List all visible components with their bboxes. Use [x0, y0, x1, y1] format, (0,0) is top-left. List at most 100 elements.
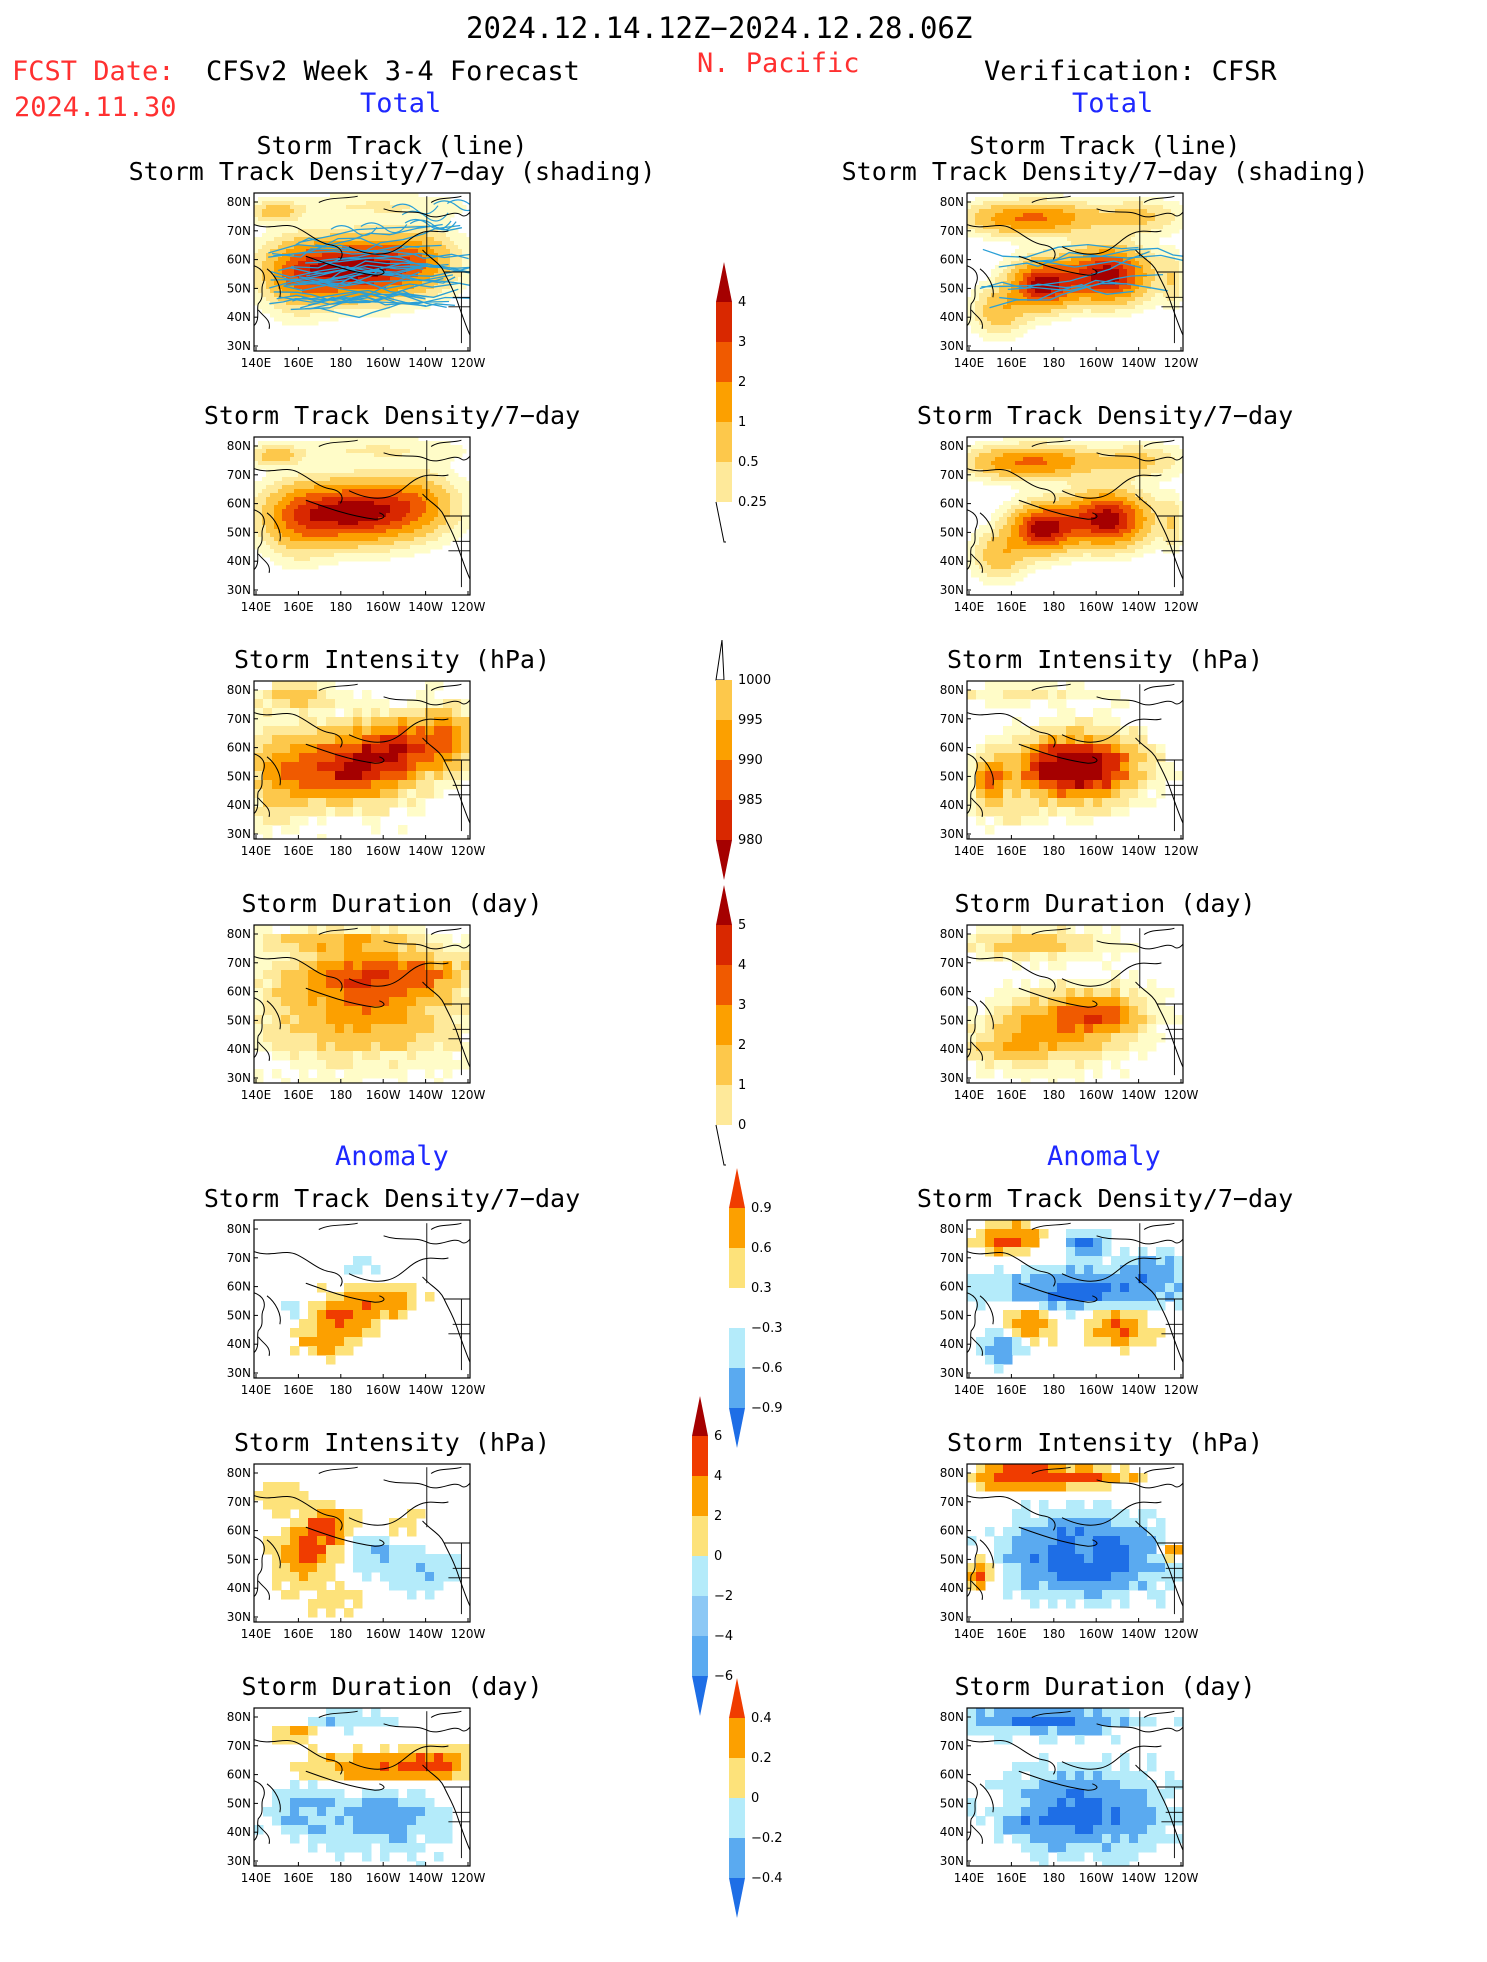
lon-tick-label: 160E	[283, 1871, 314, 1885]
lon-tick-label: 140E	[954, 1088, 985, 1102]
lon-tick-label: 120W	[451, 1383, 486, 1397]
panel-title-intensity-anom-left: Storm Intensity (hPa)	[192, 1430, 592, 1455]
colorbar-segment	[716, 760, 732, 800]
lon-tick-label: 120W	[451, 1627, 486, 1641]
lat-tick-label: 80N	[940, 1710, 964, 1724]
lat-tick-label: 70N	[227, 1251, 251, 1265]
lon-tick-label: 140E	[241, 1088, 272, 1102]
lon-tick-label: 140E	[241, 1871, 272, 1885]
colorbar-segment	[716, 925, 732, 965]
lat-tick-label: 60N	[227, 1768, 251, 1782]
lat-tick-label: 40N	[227, 1581, 251, 1595]
colorbar-tick-label: 0.6	[751, 1241, 772, 1256]
lon-tick-label: 140E	[241, 600, 272, 614]
colorbar-segment	[716, 885, 732, 925]
colorbar-tick-label: −0.3	[751, 1321, 783, 1336]
colorbar-segment	[716, 840, 732, 880]
total-label-left: Total	[360, 90, 441, 117]
lon-tick-label: 120W	[1164, 1088, 1199, 1102]
lon-tick-label: 140E	[241, 844, 272, 858]
lat-tick-label: 30N	[940, 1854, 964, 1868]
colorbar-segment	[716, 262, 732, 302]
lon-tick-label: 160E	[996, 600, 1027, 614]
colorbar-segment	[729, 1758, 745, 1798]
lat-tick-label: 80N	[227, 683, 251, 697]
lon-tick-label: 140E	[954, 1627, 985, 1641]
lon-tick-label: 180	[1042, 1871, 1065, 1885]
panel-title-density-right: Storm Track Density/7−day	[905, 403, 1305, 428]
colorbar-tick-label: 980	[738, 833, 763, 848]
lat-tick-label: 40N	[940, 1581, 964, 1595]
lon-tick-label: 160W	[366, 1088, 401, 1102]
lon-tick-label: 120W	[451, 600, 486, 614]
lon-tick-label: 140W	[1121, 1871, 1156, 1885]
lat-tick-label: 50N	[940, 1552, 964, 1566]
lon-tick-label: 140W	[1121, 1088, 1156, 1102]
colorbar-segment	[729, 1248, 745, 1288]
colorbar-tick-label: 4	[714, 1469, 722, 1484]
colorbar-tick-label: 0	[714, 1549, 722, 1564]
lon-tick-label: 160W	[1079, 356, 1114, 370]
lon-tick-label: 160W	[1079, 1871, 1114, 1885]
panel-title-density-anom-left: Storm Track Density/7−day	[192, 1186, 592, 1211]
lat-tick-label: 70N	[940, 1495, 964, 1509]
lat-tick-label: 60N	[940, 497, 964, 511]
colorbar-segment	[716, 1005, 732, 1045]
lat-tick-label: 80N	[227, 195, 251, 209]
lon-tick-label: 180	[1042, 844, 1065, 858]
colorbar-segment	[692, 1596, 708, 1636]
colorbar-tick-label: 3	[738, 335, 746, 350]
lat-tick-label: 30N	[940, 1071, 964, 1085]
lon-tick-label: 140W	[1121, 844, 1156, 858]
colorbar-segment	[716, 1045, 732, 1085]
colorbar-tick-label: 990	[738, 753, 763, 768]
lon-tick-label: 160E	[283, 844, 314, 858]
lon-tick-label: 140W	[1121, 600, 1156, 614]
lat-tick-label: 60N	[940, 1768, 964, 1782]
lon-tick-label: 120W	[451, 844, 486, 858]
colorbar-tick-label: 995	[738, 713, 763, 728]
lat-tick-label: 60N	[227, 985, 251, 999]
lon-tick-label: 160E	[996, 356, 1027, 370]
colorbar-segment	[692, 1556, 708, 1596]
lon-tick-label: 180	[329, 1088, 352, 1102]
lat-tick-label: 30N	[227, 1366, 251, 1380]
lon-tick-label: 180	[329, 356, 352, 370]
lat-tick-label: 70N	[940, 712, 964, 726]
model-title: CFSv2 Week 3-4 Forecast	[206, 58, 580, 85]
colorbar-segment	[729, 1878, 745, 1918]
lon-tick-label: 160W	[366, 356, 401, 370]
lon-tick-label: 120W	[1164, 600, 1199, 614]
lat-tick-label: 60N	[227, 253, 251, 267]
lon-tick-label: 140W	[408, 1871, 443, 1885]
colorbar-segment	[729, 1838, 745, 1878]
lat-tick-label: 60N	[227, 497, 251, 511]
colorbar-segment	[716, 680, 732, 720]
lon-tick-label: 140E	[954, 1871, 985, 1885]
panel-title-duration-anom-left: Storm Duration (day)	[192, 1674, 592, 1699]
colorbar-tick-label: −2	[714, 1589, 733, 1604]
lon-tick-label: 120W	[451, 356, 486, 370]
lat-tick-label: 30N	[227, 1071, 251, 1085]
lon-tick-label: 160W	[366, 1383, 401, 1397]
lat-tick-label: 70N	[227, 712, 251, 726]
lon-tick-label: 120W	[1164, 1383, 1199, 1397]
lat-tick-label: 80N	[227, 927, 251, 941]
lon-tick-label: 140W	[408, 356, 443, 370]
lon-tick-label: 180	[1042, 1383, 1065, 1397]
lon-tick-label: 140E	[954, 1383, 985, 1397]
colorbar-tick-label: 0	[751, 1791, 759, 1806]
lat-tick-label: 30N	[227, 339, 251, 353]
colorbar-segment	[716, 1125, 726, 1165]
lat-tick-label: 70N	[940, 1739, 964, 1753]
colorbar-tick-label: 0.9	[751, 1201, 772, 1216]
lon-tick-label: 160E	[996, 844, 1027, 858]
lon-tick-label: 180	[329, 1383, 352, 1397]
colorbar-tick-label: 0.5	[738, 455, 759, 470]
colorbar-tick-label: 4	[738, 295, 746, 310]
lat-tick-label: 80N	[940, 683, 964, 697]
colorbar-tick-label: 2	[738, 375, 746, 390]
lon-tick-label: 180	[329, 1871, 352, 1885]
colorbar-segment	[692, 1676, 708, 1716]
